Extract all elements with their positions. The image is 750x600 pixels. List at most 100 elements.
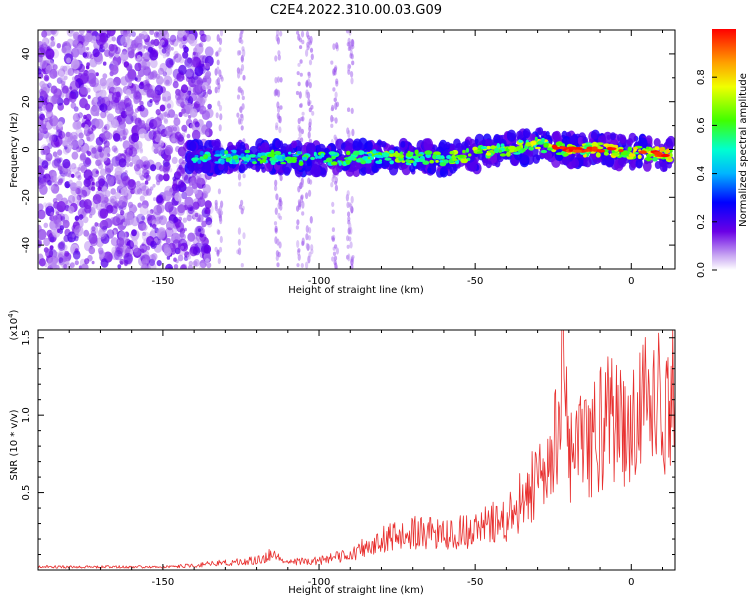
heatmap-noise-blob [108, 43, 115, 52]
heatmap-signal-blob [653, 138, 661, 147]
heatmap-noise-blob [111, 119, 119, 129]
heatmap-noise-blob [68, 179, 73, 185]
heatmap-noise-blob [38, 68, 42, 75]
heatmap-noise-blob [164, 247, 172, 257]
heatmap-noise-blob [63, 264, 68, 269]
heatmap-noise-blob [144, 51, 151, 60]
heatmap-noise-blob [137, 74, 142, 80]
heatmap-noise-blob [82, 216, 89, 224]
heatmap-signal-blob [427, 167, 432, 173]
heatmap-noise-blob [134, 108, 139, 113]
heatmap-noise-blob [152, 223, 157, 229]
heatmap-noise-blob [187, 232, 196, 242]
heatmap-streak-blob [242, 74, 246, 81]
heatmap-noise-blob [149, 30, 155, 36]
heatmap-noise-blob [90, 105, 100, 117]
heatmap-noise-blob [118, 129, 128, 141]
heatmap-noise-blob [95, 170, 99, 175]
heatmap-core-blob [347, 156, 356, 161]
heatmap-core-blob [669, 149, 673, 153]
heatmap-noise-blob [122, 128, 129, 136]
heatmap-core-blob [452, 158, 458, 162]
heatmap-noise-blob [79, 30, 85, 35]
heatmap-noise-blob [98, 250, 103, 256]
heatmap-noise-blob [142, 224, 148, 231]
heatmap-noise-blob [120, 187, 128, 197]
heatmap-noise-blob [86, 62, 90, 67]
heatmap-noise-blob [178, 56, 185, 64]
heatmap-noise-blob [50, 183, 60, 194]
heatmap-noise-blob [99, 97, 105, 105]
heatmap-signal-blob [493, 133, 501, 144]
heatmap-streak-blob [350, 195, 354, 204]
heatmap-noise-blob [124, 113, 134, 125]
heatmap-noise-blob [138, 173, 143, 178]
heatmap-noise-blob [114, 215, 122, 224]
heatmap-noise-blob [120, 30, 124, 34]
heatmap-streak-blob [308, 189, 312, 197]
heatmap-core-blob [240, 153, 245, 157]
x-tick-label: -100 [308, 276, 331, 287]
heatmap-noise-blob [95, 72, 99, 77]
heatmap-noise-blob [39, 184, 48, 195]
heatmap-noise-blob [77, 33, 86, 44]
heatmap-core-blob [199, 156, 204, 161]
heatmap-streak-blob [311, 110, 315, 116]
heatmap-noise-blob [190, 56, 200, 68]
heatmap-streak-blob [347, 211, 351, 217]
heatmap-noise-blob [77, 139, 84, 146]
heatmap-signal-blob [571, 158, 580, 169]
heatmap-core-blob [207, 153, 211, 157]
heatmap-noise-blob [161, 30, 170, 40]
y-tick-label: 20 [21, 95, 32, 108]
heatmap-noise-blob [171, 138, 176, 143]
heatmap-noise-blob [143, 163, 147, 168]
heatmap-core-blob [528, 146, 535, 151]
heatmap-streak-blob [301, 111, 305, 116]
heatmap-noise-blob [129, 162, 134, 167]
heatmap-noise-blob [116, 245, 123, 254]
heatmap-noise-blob [97, 228, 107, 240]
heatmap-noise-blob [71, 76, 77, 82]
heatmap-noise-blob [79, 72, 90, 84]
heatmap-noise-blob [196, 173, 202, 180]
heatmap-peak-blob [572, 149, 583, 153]
heatmap-streak-blob [347, 69, 351, 75]
heatmap-noise-blob [141, 258, 148, 267]
heatmap-noise-blob [181, 124, 188, 132]
heatmap-noise-blob [133, 207, 138, 212]
heatmap-streak-blob [351, 255, 355, 259]
heatmap-noise-blob [58, 248, 67, 258]
heatmap-noise-blob [79, 97, 88, 109]
heatmap-core-blob [259, 152, 267, 156]
heatmap-signal-blob [201, 160, 212, 174]
heatmap-core-blob [499, 153, 507, 157]
heatmap-signal-blob [592, 132, 598, 140]
heatmap-core-blob [372, 149, 377, 154]
heatmap-peak-blob [568, 148, 573, 152]
heatmap-noise-blob [124, 231, 130, 238]
heatmap-signal-blob [282, 161, 292, 175]
figure-title: C2E4.2022.310.00.03.G09 [270, 3, 442, 18]
heatmap-noise-blob [153, 38, 160, 47]
heatmap-streak-blob [346, 190, 350, 197]
heatmap-noise-blob [48, 37, 56, 47]
heatmap-core-blob [257, 152, 262, 158]
heatmap-noise-blob [38, 209, 46, 220]
heatmap-core-blob [485, 152, 492, 156]
heatmap-noise-blob [194, 121, 200, 128]
heatmap-noise-blob [52, 171, 57, 177]
heatmap-streak-blob [241, 103, 245, 110]
heatmap-noise-blob [190, 93, 197, 102]
heatmap-noise-blob [86, 46, 90, 51]
heatmap-noise-blob [84, 32, 93, 43]
heatmap-streak-blob [277, 54, 281, 61]
heatmap-streak-blob [335, 101, 340, 108]
heatmap-core-blob [297, 151, 302, 155]
heatmap-noise-blob [103, 125, 108, 130]
heatmap-noise-blob [166, 59, 174, 69]
heatmap-noise-blob [197, 228, 202, 233]
heatmap-noise-blob [101, 126, 108, 134]
heatmap-noise-blob [199, 196, 203, 200]
heatmap-noise-blob [70, 102, 77, 109]
